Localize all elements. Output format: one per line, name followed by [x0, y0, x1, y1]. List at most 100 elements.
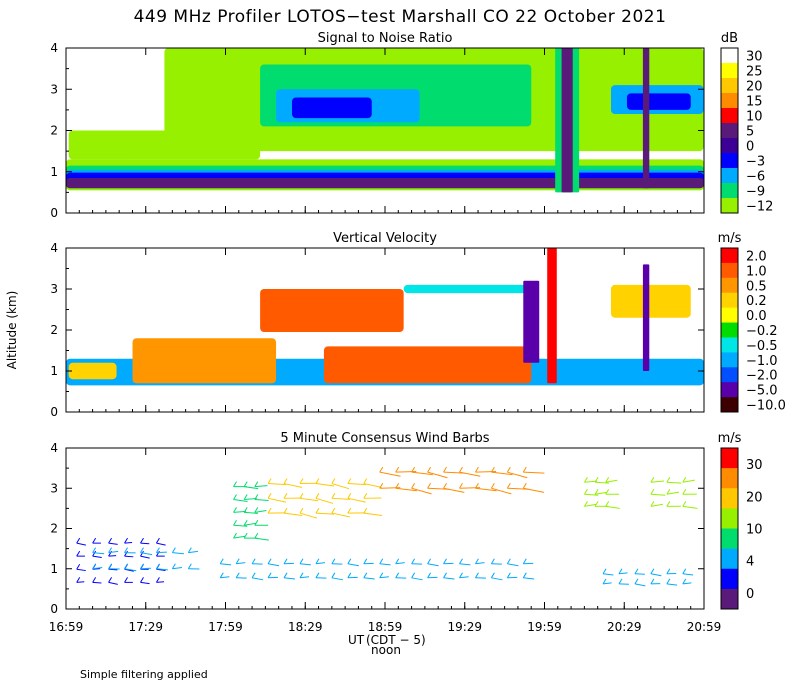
wind-barb [650, 503, 664, 507]
wind-barb-flag [443, 558, 447, 564]
wind-barb-flag [490, 482, 495, 489]
wind-barb [523, 487, 545, 493]
wind-barb [299, 576, 310, 579]
wind-barb [395, 487, 417, 492]
barb-group-4 [267, 478, 383, 519]
y-axis-label: Altitude (km) [5, 291, 19, 370]
colorbar-swatch [721, 468, 738, 489]
wind-barb [244, 522, 256, 526]
wind-barb-flag [395, 558, 400, 564]
colorbar-label: −0.2 [746, 324, 778, 339]
wind-barb-flag [594, 476, 599, 483]
wind-barb-flag [187, 563, 192, 570]
colorbar-label: 30 [746, 50, 763, 65]
wind-barb [682, 479, 695, 483]
wind-barb-flag [233, 520, 237, 526]
wind-barb [395, 471, 417, 473]
wind-barb [156, 568, 168, 571]
y-tick-label: 2 [50, 323, 58, 337]
colorbar-label: 30 [746, 458, 763, 473]
y-tick-label: 2 [50, 522, 58, 536]
colorbar-swatch [721, 262, 738, 279]
y-tick-label: 1 [50, 562, 58, 576]
wind-barb-flag [506, 466, 511, 473]
y-tick-label: 1 [50, 364, 58, 378]
wind-barb-flag [682, 568, 687, 575]
wind-barb-flag [76, 577, 81, 583]
wind-barb-flag [666, 568, 671, 575]
wind-barb-flag [379, 572, 384, 579]
wind-barb-flag [140, 577, 144, 583]
wind-barb [254, 485, 268, 488]
wind-barb-flag [92, 550, 97, 557]
wind-barb-flag [243, 532, 248, 539]
wind-barb-flag [475, 466, 479, 473]
wind-barb-flag [251, 558, 256, 564]
wind-barb-flag [156, 537, 160, 544]
wind-barb-flag [124, 537, 128, 544]
wind-barb [491, 577, 503, 581]
wind-barb-flag [490, 572, 495, 579]
wind-barb-flag [650, 501, 655, 507]
wind-barb-flag [219, 572, 224, 579]
wind-barb-flag [395, 466, 400, 473]
x-tick-label: 17:29 [128, 620, 163, 634]
colorbar-label: −1.0 [746, 354, 778, 369]
panel-3-frame [65, 447, 705, 610]
wind-barb-flag [299, 493, 304, 499]
colorbar-label: 0 [746, 587, 754, 602]
wind-barb [682, 573, 694, 576]
colorbar-swatch [721, 337, 738, 353]
wind-barb [92, 566, 103, 570]
wind-barb-flag [634, 578, 639, 585]
wind-barb [244, 486, 259, 490]
colorbar-swatch [721, 382, 738, 398]
colorbar-swatch [721, 138, 738, 154]
wind-barb [124, 541, 133, 544]
colorbar-label: −9 [746, 185, 765, 200]
wind-barb [268, 483, 287, 486]
wind-barb [92, 555, 102, 558]
wind-barb [411, 471, 433, 476]
colorbar-unit: m/s [718, 231, 742, 246]
colorbar-swatch [721, 292, 738, 309]
wind-barb-flag [219, 558, 224, 564]
wind-barb-flag [254, 507, 259, 513]
wind-barb [411, 487, 432, 495]
wind-barb [124, 568, 134, 572]
wind-barb-flag [411, 558, 416, 564]
wind-barb-flag [331, 493, 336, 499]
wind-barb [244, 511, 259, 514]
wind-barb-flag [682, 476, 687, 483]
wind-barb [411, 577, 423, 581]
panel-2-region-9 [642, 264, 650, 371]
wind-barb-flag [283, 493, 288, 499]
wind-barb-flag [506, 572, 511, 579]
wind-barb-flag [522, 466, 527, 473]
panel-2-title: Vertical Velocity [333, 231, 437, 246]
panel-1-region-13 [561, 48, 573, 193]
wind-barb [315, 562, 326, 565]
panel-2-region-7 [523, 280, 540, 363]
wind-barb-flag [299, 478, 304, 484]
wind-barb-flag [124, 547, 128, 553]
x-axis-label-cdt: (CDT − 5) [366, 633, 426, 647]
wind-barb [459, 487, 481, 489]
wind-barb [363, 577, 375, 580]
wind-barb-flag [682, 501, 687, 507]
colorbar-swatch [721, 277, 738, 294]
wind-barb [156, 581, 165, 583]
wind-barb [650, 480, 665, 483]
wind-barb [172, 552, 184, 555]
wind-barb [395, 562, 405, 565]
wind-barb [666, 583, 678, 586]
colorbar-swatch [721, 367, 738, 383]
colorbar-label: 2.0 [746, 249, 767, 264]
colorbar-label: 0 [746, 140, 754, 155]
wind-barb [299, 563, 311, 566]
colorbar-label: −2.0 [746, 369, 778, 384]
wind-barb-flag [315, 493, 320, 499]
wind-barb [507, 563, 519, 567]
wind-barb-flag [594, 489, 599, 495]
wind-barb [92, 581, 102, 584]
